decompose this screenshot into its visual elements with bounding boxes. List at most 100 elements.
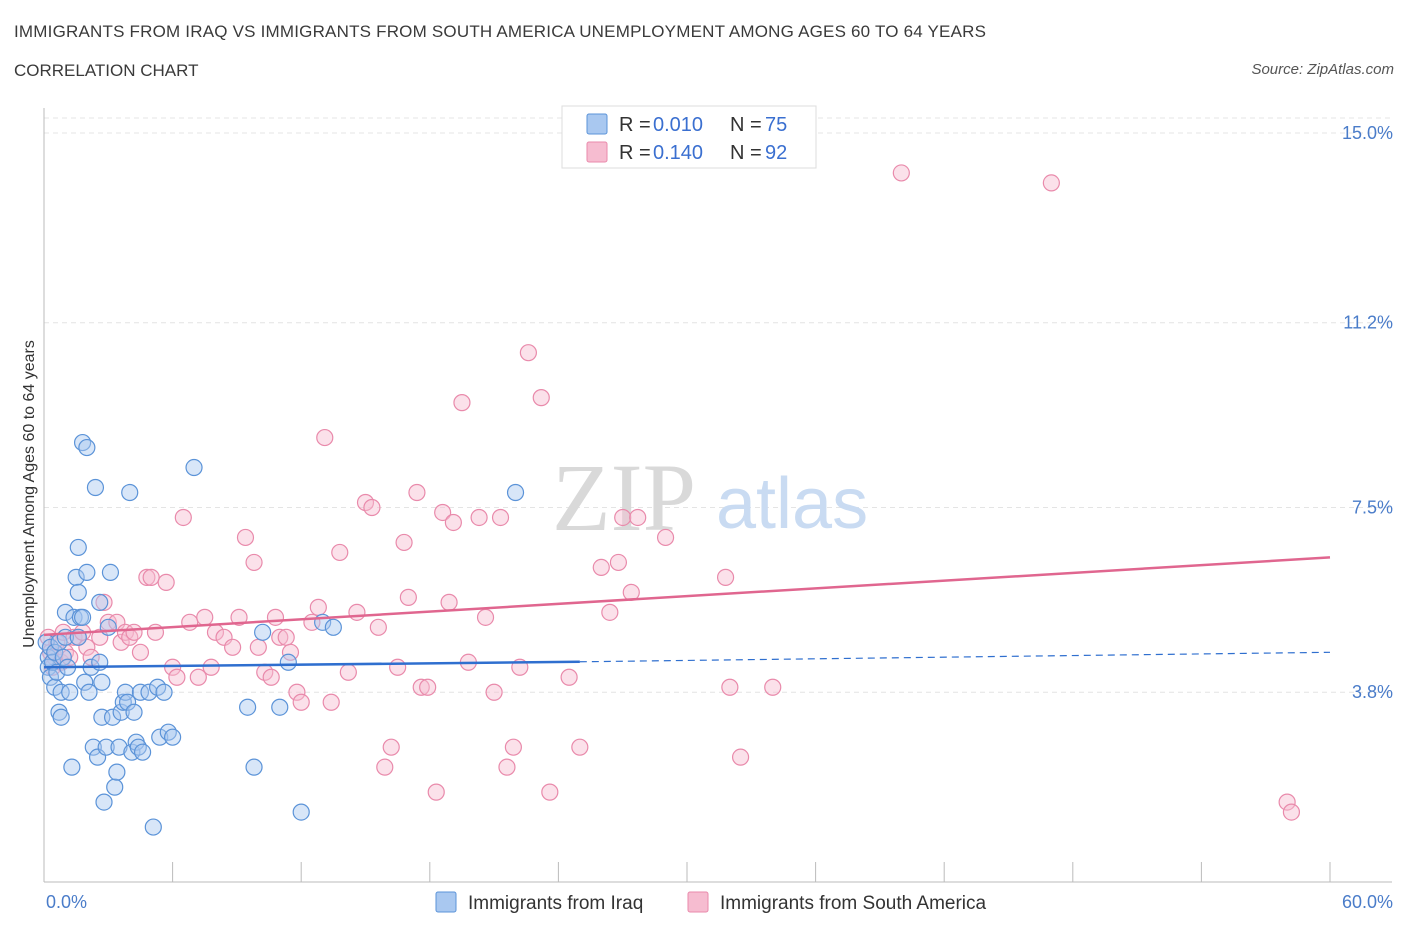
sa-point-57 <box>363 498 381 517</box>
sa-point-95 <box>764 678 782 696</box>
sa-point-78 <box>504 738 522 756</box>
legend-r-label-iraq: R = <box>619 114 651 136</box>
iraq-point-53 <box>125 703 143 721</box>
iraq-point-28 <box>78 438 96 457</box>
sa-point-84 <box>571 738 589 756</box>
iraq-point-20 <box>67 568 85 586</box>
sa-point-93 <box>721 678 739 696</box>
sa-point-86 <box>601 603 619 621</box>
sa-point-44 <box>271 628 289 646</box>
iraq-point-40 <box>97 738 115 756</box>
iraq-point-74 <box>506 483 525 502</box>
sa-point-59 <box>376 758 394 776</box>
y-tick-label-3: 15.0% <box>1342 123 1393 143</box>
bottom-legend-swatch-sa <box>687 891 709 913</box>
sa-point-42 <box>262 668 280 686</box>
sa-point-60 <box>382 738 400 756</box>
iraq-point-11 <box>52 708 70 726</box>
x-tick-label-1: 60.0% <box>1342 892 1393 912</box>
legend-n-value-sa: 92 <box>765 142 787 164</box>
x-tick-label-0: 0.0% <box>46 892 87 912</box>
iraq-point-35 <box>91 593 109 611</box>
legend-n-label-sa: N = <box>730 142 762 164</box>
iraq-point-30 <box>80 683 98 701</box>
sa-point-98 <box>1278 793 1296 811</box>
sa-point-18 <box>112 633 130 651</box>
iraq-point-57 <box>133 743 152 761</box>
iraq-point-38 <box>93 673 111 691</box>
sa-point-99 <box>1282 803 1301 821</box>
sa-point-23 <box>138 568 156 586</box>
sa-point-67 <box>427 783 445 801</box>
sa-point-82 <box>541 783 559 801</box>
sa-point-90 <box>629 508 647 527</box>
sa-point-63 <box>399 588 417 606</box>
iraq-point-65 <box>185 458 203 477</box>
iraq-point-51 <box>121 483 139 502</box>
sa-point-92 <box>716 568 735 586</box>
source-label: Source: ZipAtlas.com <box>1251 61 1394 78</box>
grid-lines <box>44 117 1392 693</box>
sa-point-13 <box>82 648 100 666</box>
sa-point-28 <box>168 668 186 686</box>
sa-point-80 <box>519 344 537 362</box>
iraq-point-61 <box>151 728 169 746</box>
sa-point-71 <box>453 394 471 412</box>
sa-point-52 <box>322 693 340 711</box>
bottom-legend-swatch-iraq <box>435 891 457 913</box>
watermark: ZIP atlas <box>552 444 868 551</box>
iraq-point-6 <box>46 643 64 661</box>
iraq-point-22 <box>69 538 87 557</box>
sa-point-77 <box>498 758 516 776</box>
iraq-point-70 <box>279 653 297 671</box>
sa-point-50 <box>309 598 327 616</box>
axes <box>43 108 1392 883</box>
sa-point-69 <box>440 593 458 611</box>
sa-point-75 <box>485 683 503 701</box>
sa-point-43 <box>266 608 285 626</box>
iraq-point-29 <box>78 563 96 582</box>
legend-box: R = 0.010 N = 75 R = 0.140 N = 92 <box>561 105 817 169</box>
iraq-point-25 <box>73 608 92 626</box>
sa-point-55 <box>348 603 366 621</box>
iraq-point-39 <box>95 793 113 811</box>
iraq-point-33 <box>86 478 105 497</box>
sa-point-45 <box>277 628 295 646</box>
iraq-point-45 <box>108 763 126 781</box>
sa-point-15 <box>95 593 113 611</box>
watermark-atlas: atlas <box>716 464 868 544</box>
sa-point-85 <box>592 558 610 577</box>
iraq-point-67 <box>245 758 263 776</box>
legend-n-value-iraq: 75 <box>765 114 787 136</box>
iraq-point-14 <box>56 603 75 621</box>
iraq-point-58 <box>140 683 158 701</box>
sa-point-74 <box>476 608 495 626</box>
sa-point-32 <box>196 608 214 626</box>
sa-point-73 <box>470 508 488 527</box>
y-axis-label: Unemployment Among Ages 60 to 64 years <box>21 340 38 648</box>
iraq-point-41 <box>99 618 117 636</box>
sa-point-48 <box>292 693 310 711</box>
bottom-legend: Immigrants from Iraq Immigrants from Sou… <box>435 891 987 914</box>
sa-point-33 <box>202 658 220 676</box>
sa-point-70 <box>444 513 462 532</box>
sa-point-40 <box>249 638 267 656</box>
sa-point-31 <box>189 668 207 686</box>
iraq-point-73 <box>324 618 342 636</box>
sa-point-61 <box>389 658 407 676</box>
iraq-point-62 <box>155 683 173 701</box>
sa-point-36 <box>224 638 242 656</box>
iraq-point-64 <box>164 728 182 746</box>
iraq-point-43 <box>103 708 122 726</box>
legend-r-label-sa: R = <box>619 142 651 164</box>
sa-point-51 <box>316 428 334 447</box>
iraq-point-18 <box>63 758 81 776</box>
legend-swatch-sa <box>586 141 608 163</box>
tick-labels: 3.8% 7.5% 11.2% 15.0% 0.0% 60.0% <box>46 123 1393 912</box>
sa-point-65 <box>412 678 430 696</box>
sa-point-83 <box>560 668 578 686</box>
iraq-point-66 <box>239 698 257 716</box>
sa-point-66 <box>419 678 437 696</box>
sa-point-26 <box>157 573 175 591</box>
